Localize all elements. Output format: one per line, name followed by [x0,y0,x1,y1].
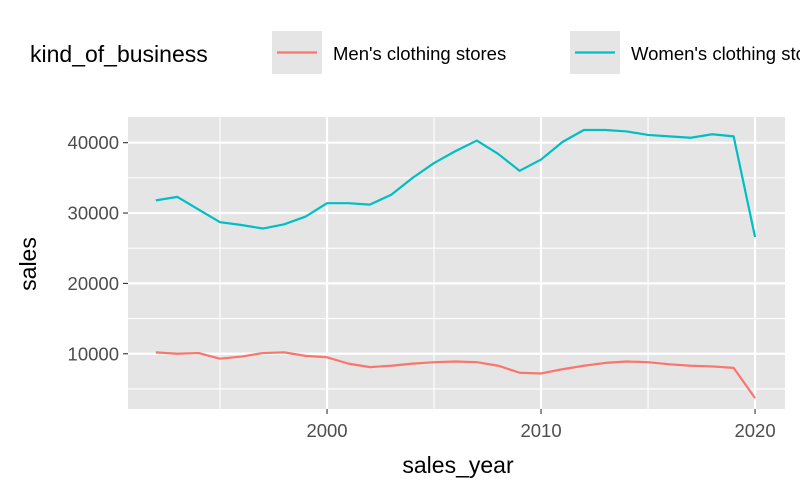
legend-item-label: Men's clothing stores [333,43,506,64]
x-tick-label: 2010 [520,420,561,441]
legend: kind_of_business Men's clothing stores Wo… [30,31,800,74]
legend-item-label: Women's clothing stores [631,43,800,64]
x-axis-label: sales_year [402,452,514,478]
grid-major [128,117,785,409]
plot-panel [128,117,785,409]
grid-minor [128,117,785,409]
series-layer [155,128,757,399]
x-tick-label: 2000 [306,420,347,441]
y-tick-label: 20000 [68,273,119,294]
y-tick-label: 10000 [68,343,119,364]
y-tick-label: 40000 [68,132,119,153]
legend-title: kind_of_business [30,41,208,67]
y-axis: 10000 20000 30000 40000 [68,132,128,364]
y-axis-label: sales [15,237,41,291]
series-line [155,351,756,399]
y-tick-label: 30000 [68,203,119,224]
x-tick-label: 2020 [734,420,775,441]
series-line [155,128,757,238]
x-axis: 2000 2010 2020 [306,409,776,441]
